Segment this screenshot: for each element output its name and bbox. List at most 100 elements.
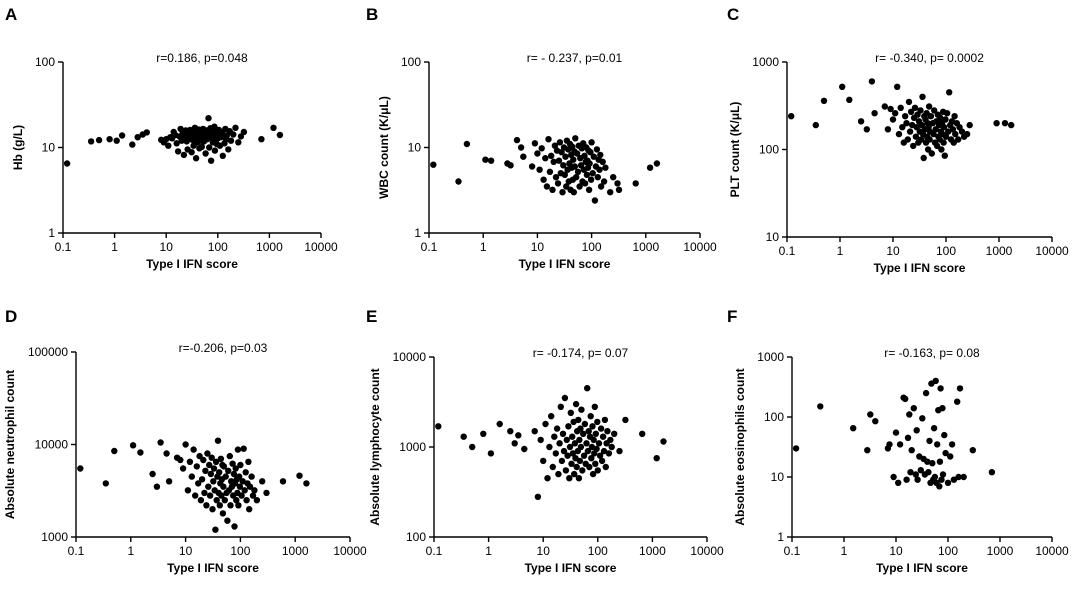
- data-point: [912, 471, 919, 478]
- data-point: [203, 502, 210, 509]
- data-point: [942, 116, 949, 123]
- x-axis-title: Type I IFN score: [876, 561, 968, 575]
- data-point: [616, 447, 623, 455]
- data-point: [600, 178, 608, 185]
- correlation-annotation: r= -0.174, p= 0.07: [533, 346, 629, 360]
- data-point: [863, 126, 870, 133]
- data-point: [615, 186, 623, 193]
- data-point: [586, 160, 593, 167]
- data-point: [594, 418, 601, 426]
- data-point: [242, 469, 249, 476]
- data-point: [820, 97, 828, 105]
- data-point: [890, 473, 897, 481]
- data-point: [235, 502, 242, 509]
- data-point: [604, 428, 611, 435]
- data-point: [594, 174, 601, 181]
- data-point: [574, 168, 582, 175]
- data-point: [589, 423, 596, 430]
- data-point: [540, 457, 547, 465]
- data-point: [212, 526, 219, 533]
- y-tick-label: 100: [401, 55, 421, 69]
- data-point: [540, 176, 547, 183]
- y-tick-label: 100: [759, 143, 779, 157]
- data-point: [570, 156, 577, 163]
- data-point: [949, 126, 957, 133]
- data-point: [220, 483, 227, 490]
- data-point: [942, 449, 949, 457]
- data-point: [201, 489, 208, 497]
- data-point: [177, 456, 184, 464]
- data-point: [430, 161, 437, 168]
- scatter-plot: 0.1 1 10 100 1000 10000 100 1000 10000 Type I IFN…: [368, 346, 724, 575]
- data-point: [587, 413, 594, 420]
- data-point: [534, 150, 541, 157]
- data-point: [487, 450, 495, 457]
- data-point: [554, 180, 562, 187]
- data-point: [593, 146, 601, 153]
- panel-letter: A: [5, 5, 18, 24]
- data-point: [589, 170, 596, 177]
- data-point: [216, 502, 223, 509]
- data-point: [913, 427, 920, 434]
- data-point: [507, 162, 514, 169]
- correlation-annotation: r= - 0.237, p=0.01: [527, 51, 623, 65]
- y-axis-title: Absolute neutrophil count: [3, 370, 17, 519]
- data-point: [919, 93, 926, 101]
- x-tick-label: 1: [480, 240, 487, 254]
- data-point: [886, 441, 893, 448]
- data-point: [940, 124, 948, 131]
- data-point: [583, 171, 591, 178]
- x-tick-label: 100: [588, 544, 608, 558]
- data-point: [87, 138, 95, 145]
- data-point: [788, 113, 795, 120]
- data-point: [173, 140, 180, 147]
- data-point: [206, 492, 214, 499]
- data-point: [551, 433, 558, 440]
- data-point: [550, 158, 557, 165]
- correlation-annotation: r= -0.340, p= 0.0002: [875, 51, 984, 65]
- data-point: [584, 385, 591, 392]
- data-point: [868, 78, 876, 85]
- data-point: [899, 124, 906, 131]
- data-point: [188, 149, 195, 156]
- data-point: [602, 164, 609, 171]
- data-point: [956, 385, 964, 392]
- x-tick-label: 100: [936, 244, 956, 258]
- data-point: [249, 492, 257, 499]
- x-tick-label: 10000: [333, 544, 367, 558]
- data-point: [947, 453, 954, 460]
- x-tick-label: 100: [208, 240, 228, 254]
- x-tick-label: 10: [886, 244, 900, 258]
- data-point: [129, 141, 136, 148]
- x-tick-label: 10000: [690, 544, 724, 558]
- data-point: [922, 389, 930, 397]
- y-tick-label: 100: [406, 530, 426, 544]
- data-point: [216, 469, 223, 476]
- chart-panel-e: E 0.1 1 10 100 1000 10000 100 1000 10000 Type I I…: [361, 294, 724, 589]
- x-tick-label: 0.1: [784, 544, 801, 558]
- data-point: [587, 176, 595, 183]
- data-point: [581, 420, 589, 428]
- data-point: [129, 442, 137, 449]
- data-point: [575, 475, 583, 482]
- data-point: [557, 403, 564, 410]
- data-point: [937, 385, 944, 392]
- data-point: [581, 180, 589, 187]
- data-point: [227, 137, 235, 144]
- data-point: [938, 476, 945, 483]
- data-point: [881, 103, 888, 110]
- x-tick-label: 0.1: [55, 240, 72, 254]
- data-point: [258, 136, 265, 143]
- data-point: [590, 436, 597, 444]
- data-point: [576, 183, 583, 190]
- data-point: [207, 470, 215, 478]
- data-point: [303, 480, 310, 487]
- x-tick-label: 1: [127, 544, 134, 558]
- data-point: [571, 440, 579, 447]
- data-point: [106, 136, 113, 143]
- data-point: [573, 174, 580, 181]
- data-point: [950, 476, 958, 483]
- data-point: [209, 506, 216, 513]
- data-point: [572, 400, 580, 408]
- data-point: [219, 152, 226, 159]
